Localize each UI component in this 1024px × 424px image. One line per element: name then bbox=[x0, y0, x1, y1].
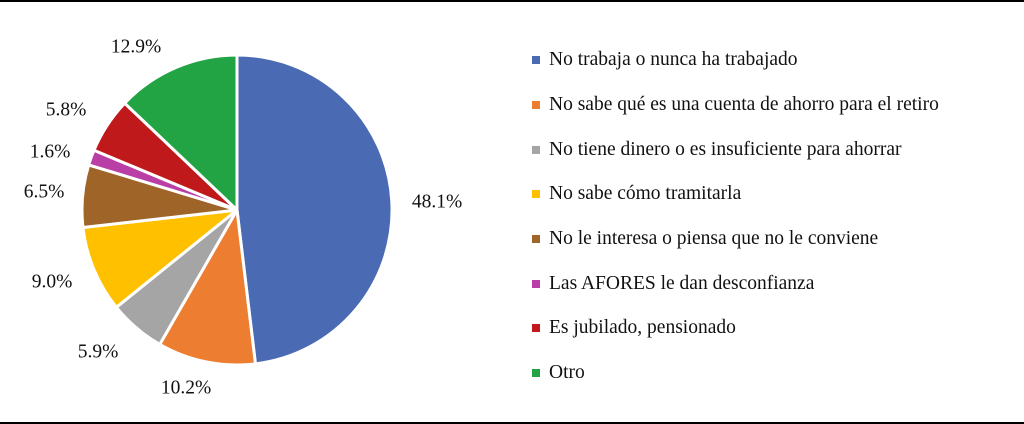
legend-item-7: Es jubilado, pensionado bbox=[532, 306, 939, 351]
legend-swatch bbox=[532, 190, 540, 199]
legend-label: Es jubilado, pensionado bbox=[549, 317, 736, 339]
legend-label: Las AFORES le dan desconfianza bbox=[549, 272, 815, 294]
legend-swatch bbox=[532, 369, 540, 378]
legend-item-1: No trabaja o nunca ha trabajado bbox=[532, 38, 939, 83]
chart-legend: No trabaja o nunca ha trabajado No sabe q… bbox=[532, 38, 939, 396]
bottom-rule bbox=[0, 422, 1024, 424]
legend-swatch bbox=[532, 279, 540, 288]
data-label-1: 48.1% bbox=[412, 191, 462, 212]
pie-slice-1 bbox=[235, 53, 394, 366]
data-label-3: 5.9% bbox=[78, 341, 119, 362]
data-label-7: 5.8% bbox=[46, 99, 87, 120]
legend-label: No sabe cómo tramitarla bbox=[549, 183, 742, 205]
legend-label: Otro bbox=[549, 362, 585, 384]
legend-item-8: Otro bbox=[532, 351, 939, 396]
data-label-4: 9.0% bbox=[32, 271, 73, 292]
data-label-8: 12.9% bbox=[111, 36, 161, 57]
data-label-2: 10.2% bbox=[161, 377, 211, 398]
data-label-5: 6.5% bbox=[24, 181, 65, 202]
pie-slice-8 bbox=[123, 53, 239, 212]
legend-label: No trabaja o nunca ha trabajado bbox=[549, 49, 798, 71]
legend-label: No sabe qué es una cuenta de ahorro para… bbox=[549, 94, 939, 116]
legend-item-4: No sabe cómo tramitarla bbox=[532, 172, 939, 217]
top-rule bbox=[0, 0, 1024, 2]
legend-label: No tiene dinero o es insuficiente para a… bbox=[549, 138, 902, 160]
legend-swatch bbox=[532, 56, 540, 65]
legend-swatch bbox=[532, 324, 540, 333]
legend-swatch bbox=[532, 145, 540, 154]
data-label-6: 1.6% bbox=[30, 141, 71, 162]
legend-item-6: Las AFORES le dan desconfianza bbox=[532, 261, 939, 306]
legend-label: No le interesa o piensa que no le convie… bbox=[549, 228, 879, 250]
legend-item-2: No sabe qué es una cuenta de ahorro para… bbox=[532, 83, 939, 128]
legend-item-5: No le interesa o piensa que no le convie… bbox=[532, 217, 939, 262]
pie-slice-4 bbox=[81, 208, 239, 309]
legend-swatch bbox=[532, 235, 540, 244]
legend-swatch bbox=[532, 101, 540, 110]
legend-item-3: No tiene dinero o es insuficiente para a… bbox=[532, 127, 939, 172]
pie-slice-2 bbox=[158, 208, 257, 367]
